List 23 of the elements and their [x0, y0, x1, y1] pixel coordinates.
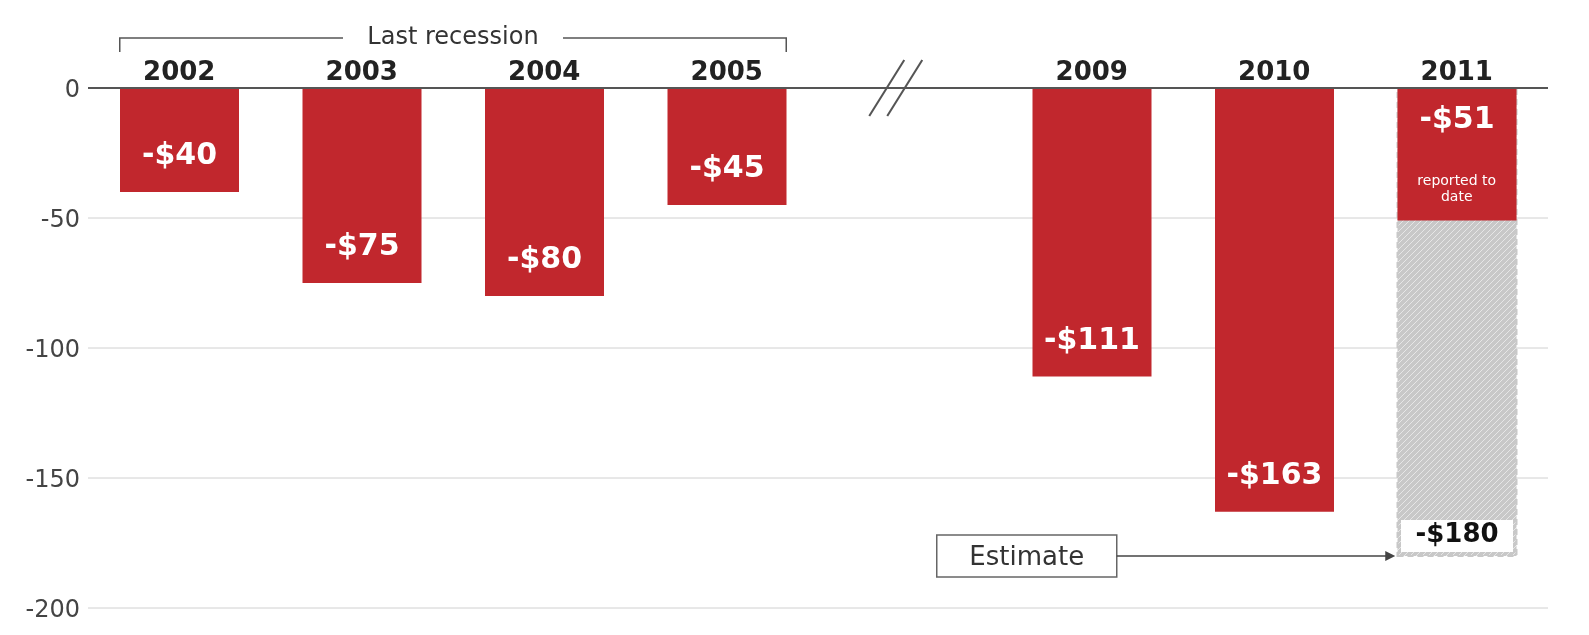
- text: Last recession: [367, 22, 539, 50]
- data-label: -$75: [324, 227, 400, 262]
- y-tick-label: -100: [25, 334, 80, 363]
- y-tick-label: 0: [64, 74, 80, 103]
- data-label: -$80: [506, 240, 583, 275]
- x-tick-label: 2009: [1055, 56, 1128, 86]
- y-tick-label: -150: [25, 464, 80, 493]
- data-label: -$45: [689, 149, 765, 184]
- data-label: -$163: [1226, 455, 1323, 491]
- x-tick-label: 2003: [325, 56, 398, 86]
- y-tick-label: -200: [25, 594, 80, 623]
- x-tick-label: 2011: [1420, 56, 1493, 86]
- annotation: Estimate: [969, 541, 1085, 571]
- x-tick-label: 2004: [508, 56, 581, 86]
- x-tick-label: 2005: [690, 56, 763, 86]
- x-tick-label: 2010: [1238, 56, 1311, 86]
- annotation: reported to date: [1417, 171, 1497, 204]
- y-tick-label: -50: [40, 204, 80, 233]
- data-label: -$40: [141, 136, 218, 171]
- x-tick-label: 2002: [143, 56, 216, 86]
- data-label: -$111: [1044, 320, 1140, 356]
- data-label: -$51: [1419, 100, 1495, 135]
- data-label: -$180: [1415, 518, 1499, 548]
